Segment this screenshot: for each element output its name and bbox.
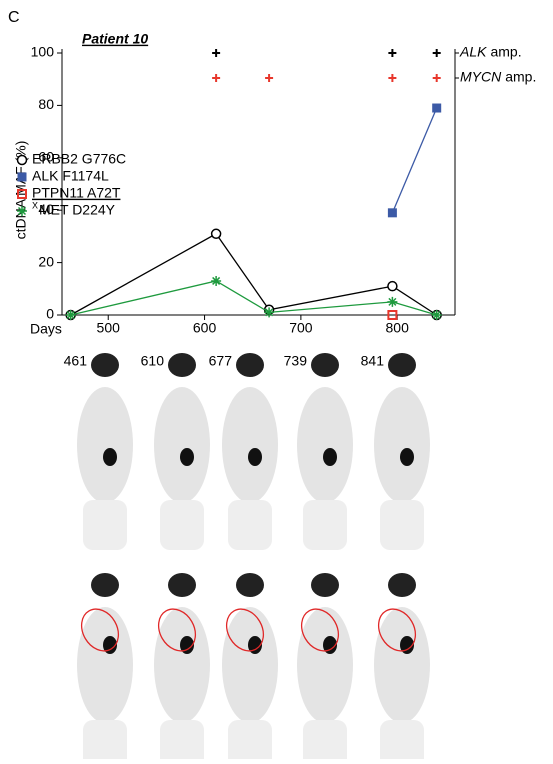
amplification-mark	[265, 74, 273, 82]
scan-head	[91, 353, 119, 377]
scan-head	[91, 573, 119, 597]
scan-torso	[154, 607, 210, 723]
amplification-gene: MYCN	[460, 69, 502, 85]
scan-legs	[380, 500, 424, 550]
scan-torso	[222, 607, 278, 723]
scan-head	[388, 353, 416, 377]
scan-day: 739	[284, 353, 308, 369]
scan-torso	[154, 387, 210, 503]
amplification-mark	[433, 74, 441, 82]
scan-head	[236, 353, 264, 377]
point	[387, 297, 397, 307]
x-tick-label: 500	[97, 320, 121, 336]
amplification-mark	[212, 49, 220, 57]
legend-marker	[18, 156, 27, 165]
series-line	[71, 281, 437, 315]
amplification-suffix: amp.	[490, 44, 521, 60]
scan-day: 841	[361, 353, 385, 369]
amplification-mark	[388, 49, 396, 57]
legend-label: PTPN11 A72T	[32, 185, 121, 201]
y-tick-label: 100	[31, 44, 55, 60]
amplification-suffix: amp.	[505, 69, 536, 85]
scan-torso	[77, 607, 133, 723]
x-tick-label: 600	[193, 320, 217, 336]
scan-organ	[400, 448, 414, 466]
scan-head	[311, 353, 339, 377]
point	[432, 310, 442, 320]
amplification-mark	[388, 74, 396, 82]
chart-title: Patient 10	[82, 31, 148, 47]
legend-label: ERBB2 G776C	[32, 151, 126, 167]
point	[211, 276, 221, 286]
scan-legs	[160, 720, 204, 759]
point	[388, 208, 397, 217]
scan-day: 677	[209, 353, 233, 369]
figure: C Patient 10 ctDNA MAF (%) Days 46161067…	[0, 0, 553, 759]
legend-prefix: X	[32, 200, 38, 210]
scan-head	[236, 573, 264, 597]
scan-legs	[228, 500, 272, 550]
point	[264, 307, 274, 317]
amplification-mark	[212, 74, 220, 82]
scan-organ	[323, 448, 337, 466]
legend-label: MET D224Y	[39, 202, 116, 218]
y-tick-label: 20	[38, 253, 54, 269]
y-tick-label: 0	[46, 306, 54, 322]
y-tick-label: 80	[38, 96, 54, 112]
legend-label: ALK F1174L	[32, 168, 109, 184]
scan-organ	[180, 448, 194, 466]
scan-day: 610	[141, 353, 165, 369]
scan-organ	[103, 448, 117, 466]
scan-legs	[380, 720, 424, 759]
x-axis-label: Days	[30, 321, 62, 337]
amplification-gene: ALK	[459, 44, 487, 60]
point	[66, 310, 76, 320]
scan-head	[311, 573, 339, 597]
scan-torso	[374, 387, 430, 503]
point	[212, 229, 221, 238]
scan-legs	[303, 500, 347, 550]
point	[432, 104, 441, 113]
scan-organ	[248, 448, 262, 466]
scan-legs	[83, 720, 127, 759]
scan-legs	[83, 500, 127, 550]
legend-marker	[17, 206, 27, 216]
scan-torso	[297, 607, 353, 723]
scan-images: 461 610 677 739 841	[64, 353, 430, 759]
scan-torso	[77, 387, 133, 503]
legend-marker	[18, 173, 27, 182]
panel-label: C	[8, 9, 20, 26]
scan-head	[388, 573, 416, 597]
scan-torso	[374, 607, 430, 723]
scan-legs	[160, 500, 204, 550]
scan-torso	[297, 387, 353, 503]
x-tick-label: 700	[289, 320, 313, 336]
scan-torso	[222, 387, 278, 503]
scan-legs	[228, 720, 272, 759]
scan-day: 461	[64, 353, 88, 369]
scan-legs	[303, 720, 347, 759]
x-tick-label: 800	[386, 320, 410, 336]
point	[388, 282, 397, 291]
series-line	[392, 108, 436, 213]
amplification-mark	[433, 49, 441, 57]
scan-head	[168, 353, 196, 377]
scan-head	[168, 573, 196, 597]
